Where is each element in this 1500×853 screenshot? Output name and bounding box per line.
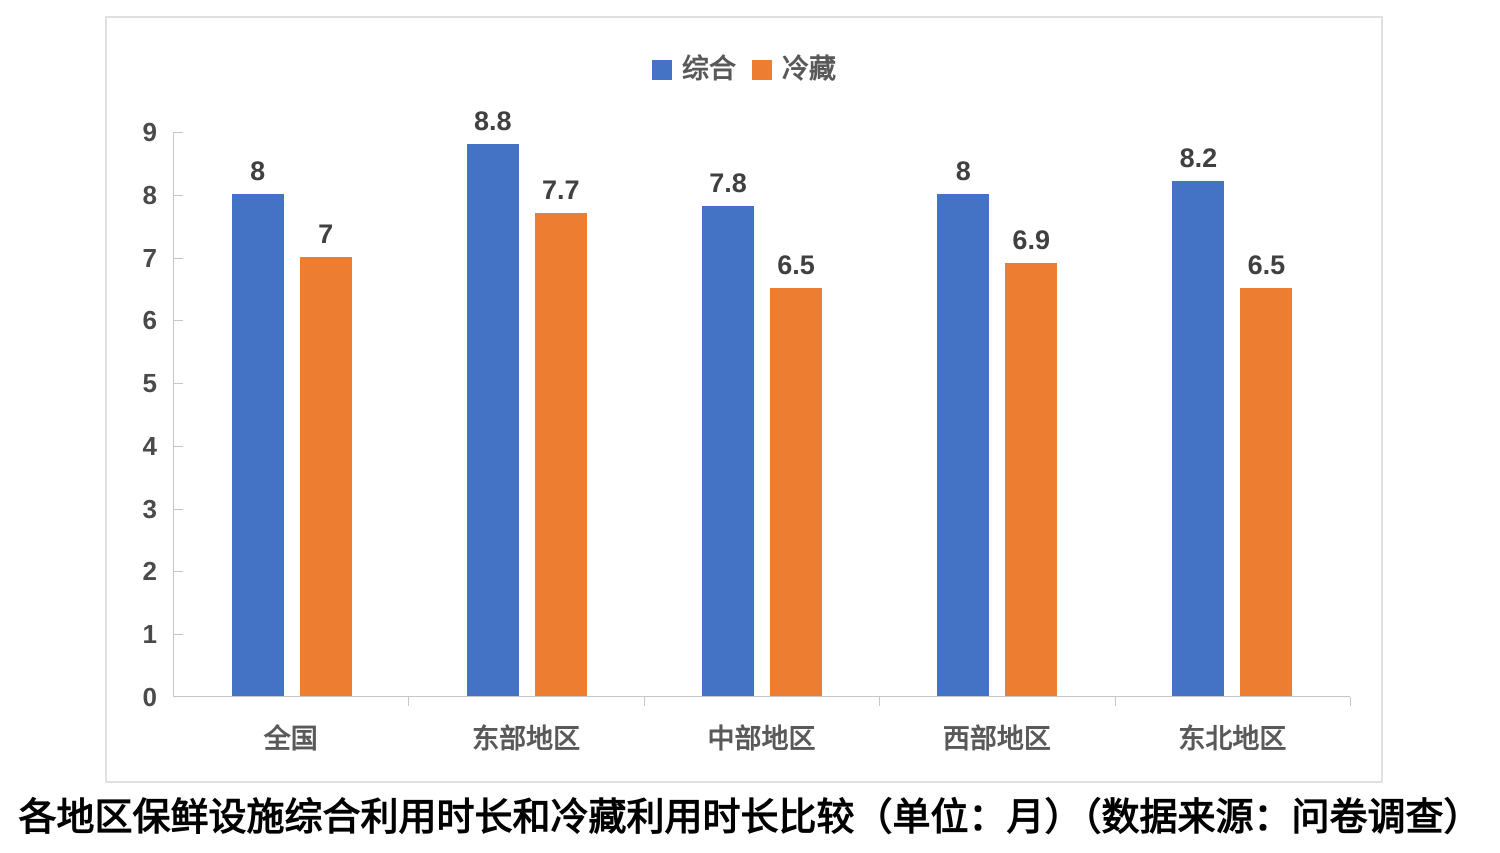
y-axis-tick-mark-6 <box>174 320 183 322</box>
data-label-综合-中部地区: 7.8 <box>709 168 747 199</box>
x-axis-label-中部地区: 中部地区 <box>707 724 816 754</box>
bar-col-冷藏-中部地区: 6.5 <box>770 249 822 696</box>
bar-col-综合-中部地区: 7.8 <box>702 170 754 696</box>
bar-col-冷藏-东北地区: 6.5 <box>1240 249 1293 696</box>
bar-group-东部地区: 8.8 7.7 <box>409 107 644 696</box>
y-axis-tick-mark-3 <box>174 508 183 510</box>
x-axis-tick-mark-4 <box>1114 697 1116 706</box>
bar-col-综合-西部地区: 8 <box>937 155 990 696</box>
bar-冷藏-西部地区 <box>1005 262 1058 696</box>
data-label-综合-全国: 8 <box>250 155 266 186</box>
y-axis-tick-mark-9 <box>174 132 183 133</box>
y-axis-tick-mark-8 <box>174 194 183 196</box>
x-axis-labels: 全国 东部地区 中部地区 西部地区 东北地区 <box>173 717 1350 756</box>
y-axis-tick-mark-2 <box>174 571 183 573</box>
bar-col-冷藏-全国: 7 <box>299 218 352 696</box>
bar-综合-全国 <box>231 193 284 696</box>
plot-area: 8 7 8.8 7.7 7.8 6.5 8 6.9 8.2 6.5 <box>173 107 1351 706</box>
bar-group-中部地区: 7.8 6.5 <box>644 132 879 696</box>
x-axis-label-全国: 全国 <box>263 724 318 754</box>
bar-综合-西部地区 <box>937 193 990 696</box>
bar-col-综合-全国: 8 <box>231 155 284 696</box>
y-axis-tick-mark-1 <box>174 634 183 636</box>
bar-col-综合-东部地区: 8.8 <box>466 105 519 696</box>
bar-冷藏-中部地区 <box>770 287 822 696</box>
y-axis-tick-label-7: 7 <box>142 242 157 273</box>
y-axis-tick-label-3: 3 <box>142 493 157 524</box>
legend: 综合 冷藏 <box>107 56 1381 83</box>
legend-swatch-lengcang-icon <box>752 59 772 80</box>
bar-综合-中部地区 <box>702 206 754 696</box>
y-axis-tick-label-2: 2 <box>142 556 157 587</box>
bar-groups: 8 7 8.8 7.7 7.8 6.5 8 6.9 8.2 6.5 <box>174 107 1350 696</box>
legend-swatch-zonghe-icon <box>652 59 672 80</box>
bar-冷藏-东北地区 <box>1240 287 1293 696</box>
data-label-综合-西部地区: 8 <box>955 155 971 186</box>
legend-label-lengcang: 冷藏 <box>782 54 836 84</box>
x-axis-tick-mark-3 <box>879 697 881 706</box>
data-label-冷藏-东部地区: 7.7 <box>542 174 580 205</box>
data-label-综合-东北地区: 8.2 <box>1179 143 1218 174</box>
y-axis-tick-label-5: 5 <box>142 368 157 399</box>
y-axis-tick-label-1: 1 <box>142 619 157 650</box>
bar-冷藏-东部地区 <box>534 212 587 696</box>
y-axis-tick-label-6: 6 <box>142 305 157 336</box>
x-axis-tick-mark-5 <box>1350 697 1351 706</box>
data-label-冷藏-西部地区: 6.9 <box>1012 224 1050 255</box>
y-axis-tick-mark-4 <box>174 445 183 447</box>
bar-冷藏-全国 <box>299 256 352 696</box>
x-axis-tick-mark-1 <box>408 697 410 706</box>
data-label-冷藏-东北地区: 6.5 <box>1247 249 1286 280</box>
bar-综合-东部地区 <box>466 143 519 696</box>
legend-item-zonghe: 综合 <box>652 56 736 83</box>
y-axis-tick-label-0: 0 <box>142 682 157 712</box>
bar-综合-东北地区 <box>1172 181 1225 696</box>
y-axis-tick-label-8: 8 <box>142 179 157 210</box>
x-axis-tick-mark-2 <box>643 697 645 706</box>
y-axis-tick-mark-7 <box>174 257 183 259</box>
bar-group-东北地区: 8.2 6.5 <box>1115 132 1350 696</box>
chart-caption: 各地区保鲜设施综合利用时长和冷藏利用时长比较（单位：月）（数据来源：问卷调查） <box>18 797 1482 839</box>
data-label-综合-东部地区: 8.8 <box>474 105 512 136</box>
legend-label-zonghe: 综合 <box>682 54 736 84</box>
x-axis-label-东北地区: 东北地区 <box>1178 724 1287 754</box>
x-axis-label-东部地区: 东部地区 <box>472 724 581 754</box>
data-label-冷藏-中部地区: 6.5 <box>777 249 815 280</box>
bar-group-西部地区: 8 6.9 <box>880 132 1115 696</box>
bar-col-冷藏-西部地区: 6.9 <box>1005 224 1058 696</box>
x-axis-label-西部地区: 西部地区 <box>942 724 1051 754</box>
y-axis-tick-label-4: 4 <box>142 430 157 461</box>
legend-item-lengcang: 冷藏 <box>752 56 836 83</box>
bar-col-综合-东北地区: 8.2 <box>1172 143 1225 696</box>
y-axis-tick-mark-5 <box>174 383 183 385</box>
data-label-冷藏-全国: 7 <box>318 218 334 249</box>
y-axis-tick-label-9: 9 <box>142 117 157 147</box>
bar-col-冷藏-东部地区: 7.7 <box>534 174 587 696</box>
